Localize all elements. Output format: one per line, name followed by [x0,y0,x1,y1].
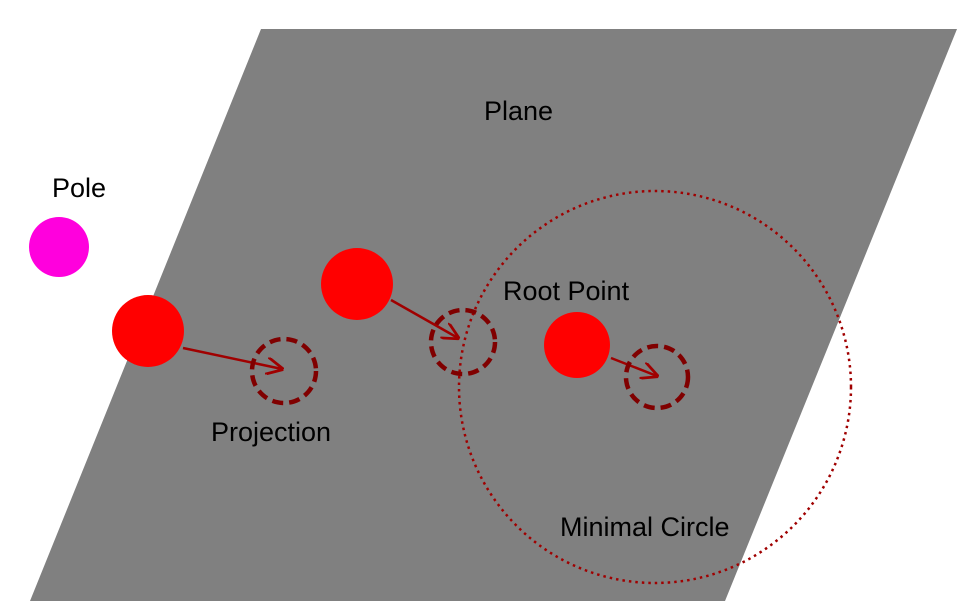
root-point [544,312,610,378]
projection-1 [249,336,319,406]
pole-label: Pole [52,173,106,203]
point-2 [321,248,393,320]
plane-shape [30,29,957,601]
projection-arrow-1 [182,346,282,369]
minimal-circle-label: Minimal Circle [560,512,730,542]
pole-point [29,217,89,277]
root-projection [623,343,691,411]
minimal-circle [457,189,853,585]
projection-label: Projection [211,417,331,447]
point-1 [112,295,184,367]
plane-label: Plane [484,96,553,126]
root-point-label: Root Point [503,276,630,306]
projection-2 [428,307,498,377]
projection-arrow-2 [390,298,458,338]
projection-arrow-root [610,356,657,376]
